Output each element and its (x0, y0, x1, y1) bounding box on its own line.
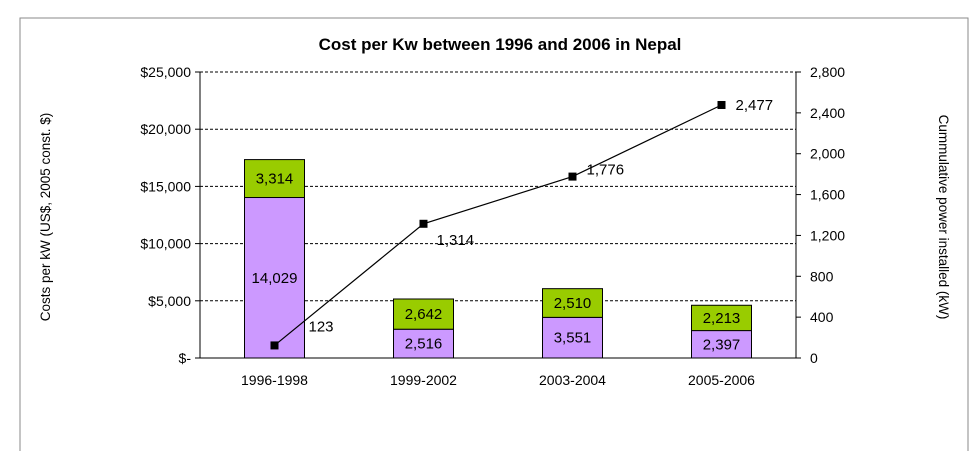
x-tick-label: 2005-2006 (688, 372, 755, 388)
y-tick-label: $10,000 (140, 236, 191, 252)
bar-bottom-data-label: 3,551 (554, 330, 592, 347)
y2-tick-label: 1,200 (810, 227, 845, 243)
y2-tick-label: 2,800 (810, 64, 845, 80)
line-point-marker (270, 341, 279, 350)
y-tick-label: $- (179, 350, 192, 366)
chart-border (19, 17, 969, 451)
line-data-label: 2,477 (736, 97, 774, 114)
bar-segment-bottom (691, 330, 752, 359)
bar-top-data-label: 2,642 (405, 306, 443, 323)
line-series (270, 100, 726, 350)
bar-bottom-data-label: 14,029 (252, 270, 298, 287)
x-tick-label: 1996-1998 (241, 372, 308, 388)
bar-segment-top (393, 298, 454, 330)
y2-tick-label: 2,400 (810, 105, 845, 121)
bars (244, 159, 752, 359)
line-point-marker (419, 219, 428, 228)
y-tick-label: $15,000 (140, 178, 191, 194)
line-data-label: 1,776 (587, 162, 625, 179)
bar-segment-top (542, 288, 603, 318)
line-data-label: 1,314 (437, 232, 475, 249)
bar-segment-top (244, 159, 305, 199)
y2-tick-label: 2,000 (810, 146, 845, 162)
y2-axis-title: Cummulative power installed (kW) (936, 115, 951, 320)
chart-title: Cost per Kw between 1996 and 2006 in Nep… (319, 35, 682, 54)
y2-tick-label: 0 (810, 350, 818, 366)
bar-top-data-label: 2,213 (703, 310, 741, 327)
line-data-label: 123 (309, 318, 334, 335)
y2-tick-label: 1,600 (810, 187, 845, 203)
axes: $- $5,000 $10,000 $15,000 $20,000 $25,000 0 400… (140, 64, 845, 388)
y-axis-title: Costs per kW (US$, 2005 const. $) (38, 113, 53, 322)
line-point-marker (568, 172, 577, 181)
line-path (274, 104, 722, 346)
bar-segment-top (691, 304, 752, 332)
bar-top-data-label: 2,510 (554, 295, 592, 312)
y-tick-label: $20,000 (140, 121, 191, 137)
y-tick-label: $25,000 (140, 64, 191, 80)
gridlines (200, 71, 796, 302)
bar-bottom-data-label: 2,516 (405, 336, 443, 353)
y-tick-label: $5,000 (148, 293, 191, 309)
x-tick-label: 2003-2004 (539, 372, 606, 388)
y2-tick-label: 400 (810, 309, 834, 325)
data-labels: 14,029 3,314 2,516 2,642 3,551 2,510 2,397 2,21… (252, 97, 773, 353)
bar-bottom-data-label: 2,397 (703, 336, 741, 353)
x-tick-label: 1999-2002 (390, 372, 457, 388)
line-point-marker (717, 100, 726, 109)
y2-tick-label: 800 (810, 268, 834, 284)
bar-top-data-label: 3,314 (256, 171, 294, 188)
